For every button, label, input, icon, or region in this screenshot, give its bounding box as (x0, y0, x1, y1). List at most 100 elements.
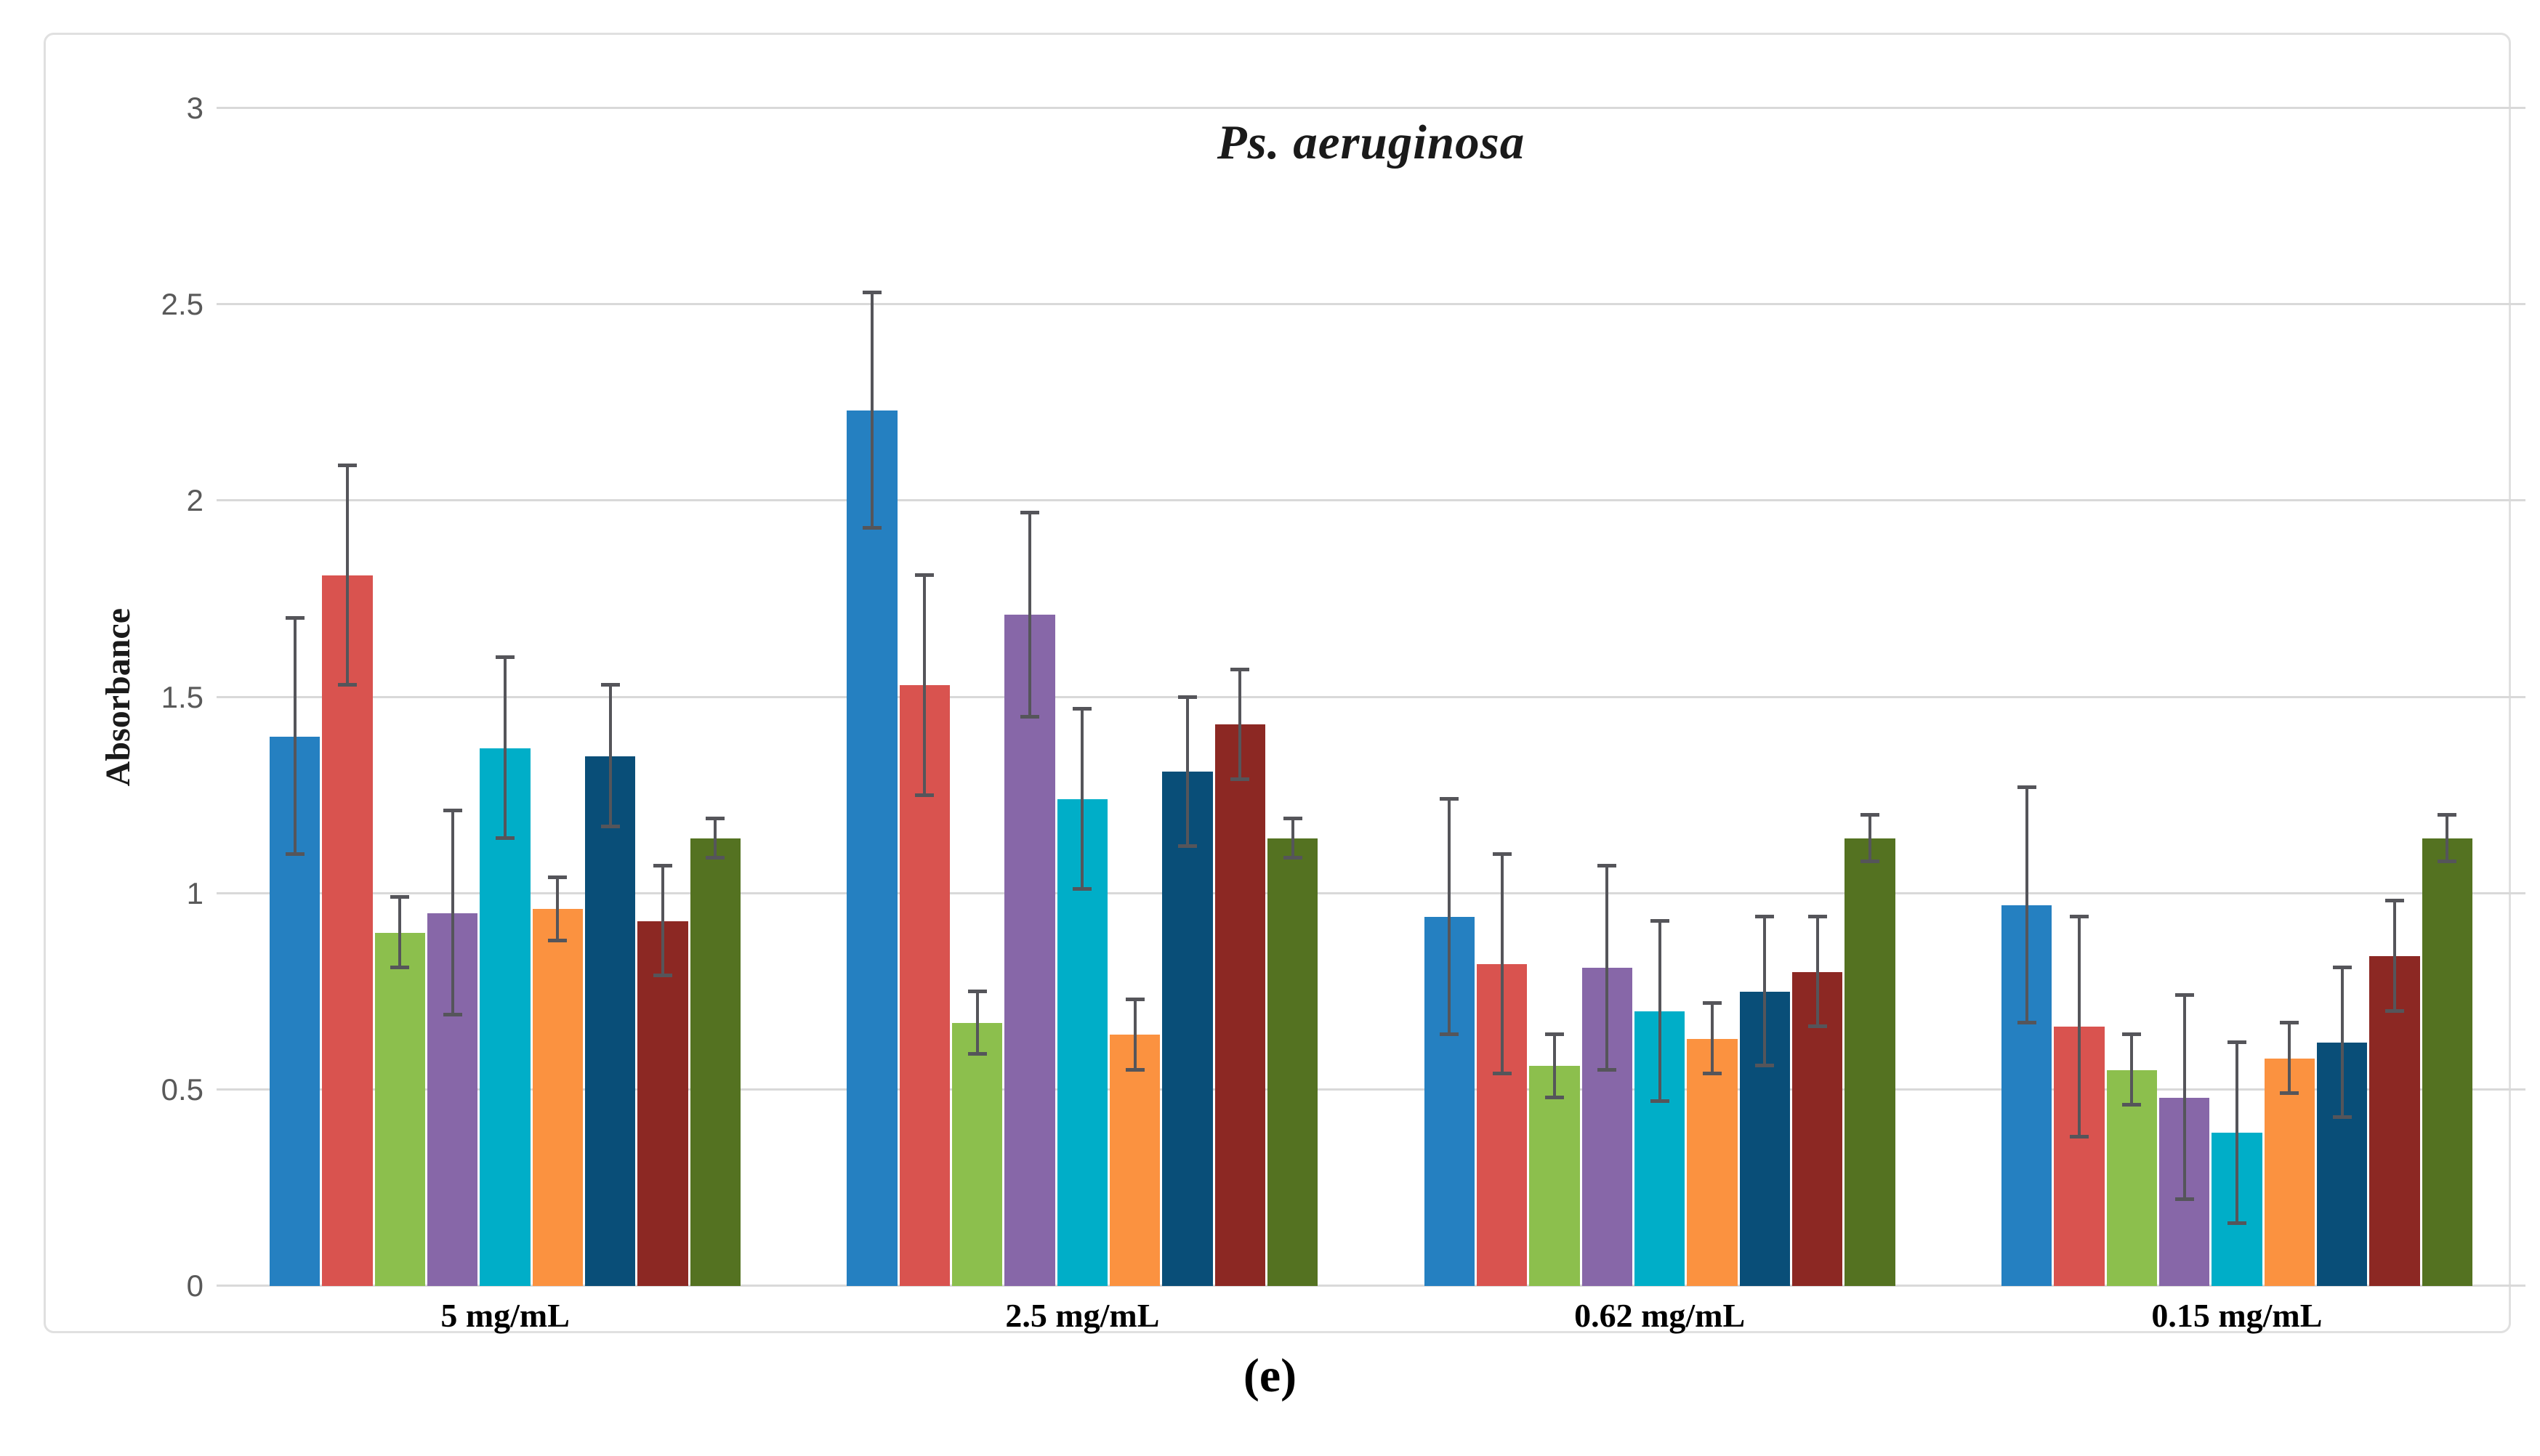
error-bar-stem (1081, 708, 1084, 890)
bar-olive-green (1844, 838, 1895, 1286)
error-bar-stem (1605, 865, 1609, 1070)
error-bar-stem (714, 819, 717, 859)
error-bar-cap-top (2438, 812, 2457, 817)
x-axis-category-label: 0.15 mg/mL (2151, 1297, 2323, 1334)
error-bar-stem (975, 991, 979, 1055)
error-bar-stem (293, 618, 297, 854)
bar-slot (1110, 108, 1161, 1286)
bar-slot (322, 108, 373, 1286)
bar-slot (1844, 108, 1895, 1286)
y-tick-label: 3 (186, 91, 203, 125)
gridline-y-0 (217, 1285, 2525, 1287)
bar-slot (585, 108, 636, 1286)
error-bar-cap-bottom (2227, 1221, 2246, 1225)
error-bar-stem (2130, 1035, 2134, 1106)
error-bar-cap-bottom (2174, 1197, 2194, 1202)
bar-slot (899, 108, 951, 1286)
error-bar-cap-bottom (2017, 1020, 2036, 1024)
bar-slot (952, 108, 1003, 1286)
bar-slot (1687, 108, 1738, 1286)
bar-slot (1739, 108, 1790, 1286)
error-bar-cap-bottom (548, 938, 568, 942)
bar-slot (1267, 108, 1318, 1286)
error-bar-cap-bottom (443, 1013, 462, 1017)
bar-slot (1424, 108, 1475, 1286)
plot-area: 5 mg/mL 2.5 mg/mL 0.62 mg/mL 0.15 mg/mL (217, 107, 2525, 1334)
bar-orange (532, 909, 584, 1286)
error-bar-cap-top (863, 290, 882, 294)
bar-slot (427, 108, 478, 1286)
error-bar-cap-bottom (2438, 860, 2457, 864)
error-bar-stem (2077, 917, 2081, 1137)
error-bar-stem (1238, 669, 1242, 780)
bar-light-green (1529, 1066, 1580, 1286)
y-axis-tick-labels: 0 0.5 1 1.5 2 2.5 3 (122, 91, 203, 1303)
error-bar-stem (1500, 854, 1504, 1075)
error-bar-cap-bottom (1860, 860, 1879, 864)
bar-dark-blue (1162, 772, 1213, 1286)
error-bar-cap-top (2280, 1020, 2299, 1024)
bar-light-green (374, 932, 426, 1286)
gridline-y-0.5 (217, 1088, 2525, 1091)
bar-slot (847, 108, 898, 1286)
error-bar-cap-top (496, 655, 515, 660)
gridline-y-1 (217, 891, 2525, 894)
error-bar-cap-top (2384, 899, 2404, 903)
error-bar-stem (504, 658, 507, 839)
x-axis-category-label: 5 mg/mL (440, 1297, 570, 1334)
bar-olive-green (1267, 838, 1318, 1286)
bar-slot (2264, 108, 2315, 1286)
error-bar-stem (1658, 921, 1661, 1102)
error-bar-cap-bottom (2280, 1091, 2299, 1096)
error-bar-stem (1291, 819, 1294, 859)
bar-slot (532, 108, 584, 1286)
error-bar-stem (1815, 917, 1819, 1027)
error-bar-cap-top (1702, 1000, 1722, 1005)
error-bar-cap-top (915, 573, 935, 577)
error-bar-stem (1028, 512, 1032, 717)
error-bar-cap-bottom (1440, 1032, 1459, 1037)
bar-slot (1791, 108, 1843, 1286)
bar-orange (1110, 1035, 1161, 1286)
x-axis-category-label: 0.62 mg/mL (1574, 1297, 1746, 1334)
bar-slot (2316, 108, 2368, 1286)
error-bar-cap-bottom (285, 852, 305, 856)
bar-slot (1529, 108, 1580, 1286)
bar-olive-green (690, 838, 741, 1286)
x-axis-category-label: 2.5 mg/mL (1005, 1297, 1160, 1334)
error-bar-stem (608, 685, 612, 827)
bar-slot (2054, 108, 2105, 1286)
bar-slot (2001, 108, 2052, 1286)
error-bar-cap-top (1073, 706, 1092, 711)
error-bar-cap-top (548, 875, 568, 880)
error-bar-cap-top (1283, 817, 1302, 821)
error-bar-cap-bottom (1178, 844, 1197, 848)
error-bar-cap-bottom (1073, 887, 1092, 891)
y-tick-label: 0.5 (161, 1072, 203, 1107)
bar-red (322, 575, 373, 1286)
error-bar-cap-top (1125, 997, 1145, 1001)
gridline-y-3 (217, 107, 2525, 109)
error-bar-stem (2392, 901, 2396, 1011)
error-bar-stem (1710, 1003, 1714, 1075)
error-bar-cap-top (1755, 915, 1775, 919)
error-bar-cap-bottom (1230, 777, 1250, 781)
error-bar-cap-bottom (338, 683, 358, 687)
gridline-y-2 (217, 499, 2525, 502)
error-bar-cap-bottom (1807, 1024, 1827, 1029)
error-bar-cap-bottom (1702, 1072, 1722, 1076)
error-bar-stem (871, 292, 874, 529)
error-bar-cap-bottom (390, 966, 410, 970)
error-bar-cap-bottom (1125, 1067, 1145, 1072)
y-tick-label: 0 (186, 1269, 203, 1303)
error-bar-cap-bottom (2384, 1008, 2404, 1013)
error-bar-cap-bottom (1597, 1067, 1617, 1072)
gridline-y-1.5 (217, 695, 2525, 698)
error-bar-cap-top (1807, 915, 1827, 919)
error-bar-cap-top (1860, 812, 1879, 817)
bar-slot (2422, 108, 2472, 1286)
error-bar-stem (1133, 999, 1137, 1070)
bar-dark-blue (585, 756, 636, 1286)
bar-slot (637, 108, 688, 1286)
